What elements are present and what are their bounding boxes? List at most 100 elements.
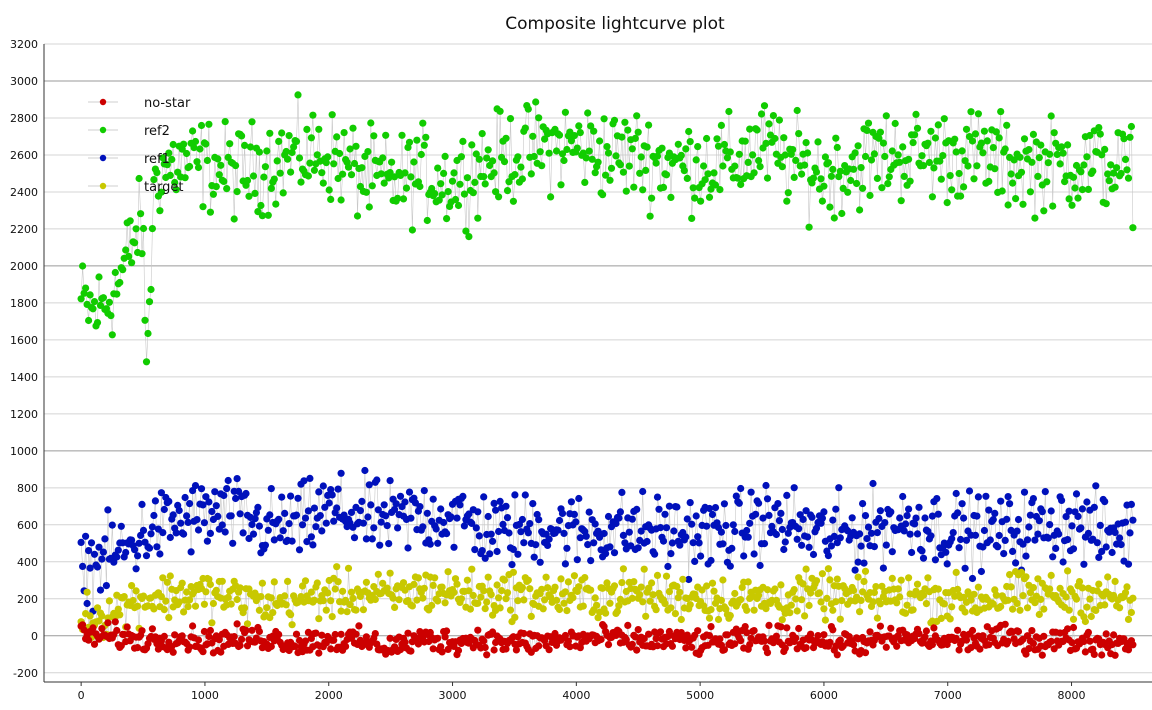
- point-target: [719, 576, 727, 584]
- point-ref1: [495, 527, 503, 536]
- point-ref1: [793, 535, 801, 543]
- point-ref1: [952, 489, 960, 498]
- point-ref1: [762, 481, 770, 490]
- point-ref1: [968, 574, 977, 583]
- point-no-star: [707, 623, 715, 631]
- point-ref2: [832, 134, 840, 142]
- point-ref2: [723, 154, 732, 162]
- point-ref2: [279, 189, 287, 197]
- point-ref1: [685, 575, 693, 584]
- point-ref2: [584, 109, 592, 117]
- point-target: [717, 596, 726, 605]
- point-target: [371, 595, 379, 604]
- point-ref1: [982, 492, 990, 500]
- point-ref1: [186, 500, 194, 508]
- point-target: [708, 579, 717, 587]
- point-target: [434, 597, 442, 605]
- point-ref2: [295, 154, 304, 162]
- y-tick-label: 2800: [10, 112, 38, 125]
- point-ref2: [778, 163, 786, 171]
- point-ref1: [135, 539, 143, 547]
- point-ref2: [967, 108, 975, 116]
- point-target: [793, 607, 801, 615]
- point-ref1: [915, 503, 923, 511]
- point-ref1: [306, 474, 314, 482]
- point-ref2: [619, 168, 628, 176]
- point-ref1: [1014, 515, 1023, 524]
- point-target: [105, 597, 113, 605]
- point-target: [639, 598, 647, 606]
- point-target: [802, 565, 810, 573]
- point-ref2: [1120, 135, 1128, 143]
- point-target: [603, 579, 611, 587]
- point-ref1: [705, 504, 714, 513]
- point-ref1: [1129, 516, 1137, 524]
- point-ref2: [851, 149, 859, 157]
- point-ref1: [334, 485, 342, 493]
- point-target: [441, 599, 449, 607]
- point-target: [509, 568, 517, 576]
- point-target: [414, 574, 422, 582]
- point-target: [829, 606, 837, 614]
- point-ref2: [659, 183, 668, 191]
- point-ref2: [1017, 168, 1026, 176]
- point-no-star: [551, 629, 559, 638]
- point-ref2: [238, 132, 246, 140]
- point-target: [270, 578, 278, 586]
- point-ref2: [282, 147, 290, 156]
- point-no-star: [833, 651, 841, 659]
- point-ref1: [153, 543, 161, 551]
- point-ref2: [382, 131, 390, 139]
- point-ref1: [600, 529, 608, 538]
- point-ref2: [232, 162, 240, 170]
- point-ref1: [962, 536, 971, 544]
- point-target: [821, 616, 830, 624]
- point-target: [826, 576, 834, 584]
- point-ref2: [255, 148, 263, 156]
- point-ref2: [962, 125, 971, 133]
- series-points-no-star: [77, 618, 1137, 659]
- point-no-star: [750, 627, 758, 635]
- point-target: [160, 606, 168, 614]
- point-ref1: [973, 512, 981, 520]
- point-ref2: [646, 212, 654, 220]
- point-ref1: [530, 553, 538, 561]
- point-ref1: [919, 554, 928, 562]
- legend-label-ref1: ref1: [144, 152, 170, 167]
- point-no-star: [160, 632, 168, 641]
- point-target: [909, 606, 917, 614]
- point-no-star: [545, 646, 553, 654]
- point-no-star: [1064, 625, 1072, 633]
- point-target: [444, 568, 452, 576]
- point-ref2: [251, 189, 259, 197]
- point-ref1: [536, 558, 544, 566]
- point-ref2: [193, 158, 201, 166]
- point-ref2: [602, 171, 610, 179]
- point-target: [463, 576, 471, 584]
- point-ref2: [750, 169, 758, 177]
- point-target: [1035, 610, 1043, 619]
- point-ref1: [746, 519, 754, 527]
- point-ref2: [771, 134, 779, 143]
- point-no-star: [438, 648, 446, 656]
- point-no-star: [342, 642, 350, 651]
- y-tick-label: 1400: [10, 371, 38, 384]
- point-ref1: [156, 550, 164, 558]
- point-target: [310, 596, 318, 604]
- point-target: [593, 601, 601, 609]
- point-target: [850, 586, 858, 595]
- point-ref2: [625, 162, 633, 170]
- point-ref1: [1009, 547, 1017, 556]
- point-target: [282, 601, 290, 609]
- point-ref1: [781, 538, 789, 546]
- point-target: [391, 603, 399, 612]
- point-ref1: [728, 544, 736, 553]
- point-ref1: [1047, 507, 1055, 515]
- point-ref2: [1007, 170, 1015, 178]
- point-target: [159, 574, 167, 582]
- point-no-star: [922, 627, 931, 635]
- point-no-star: [631, 633, 639, 641]
- point-ref2: [186, 162, 194, 171]
- point-ref2: [897, 197, 905, 205]
- point-ref1: [475, 532, 483, 540]
